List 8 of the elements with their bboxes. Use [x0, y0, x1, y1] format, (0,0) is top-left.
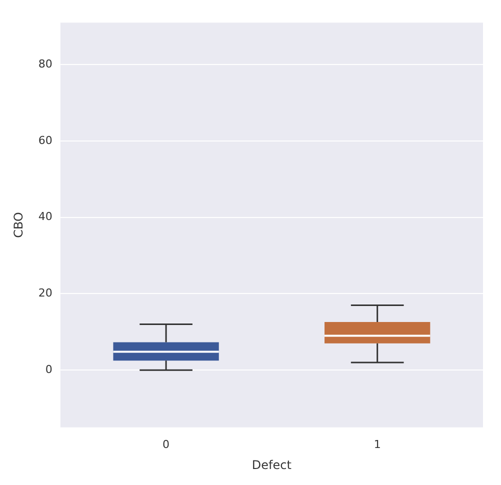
x-tick-label: 1 [374, 438, 381, 451]
y-axis-title: CBO [11, 212, 26, 238]
x-axis-title: Defect [252, 458, 292, 472]
y-tick-label: 80 [38, 57, 52, 70]
y-tick-label: 60 [38, 134, 52, 147]
y-tick-label: 0 [45, 362, 52, 376]
y-tick-label: 40 [38, 210, 52, 224]
y-tick-label: 20 [38, 286, 52, 300]
